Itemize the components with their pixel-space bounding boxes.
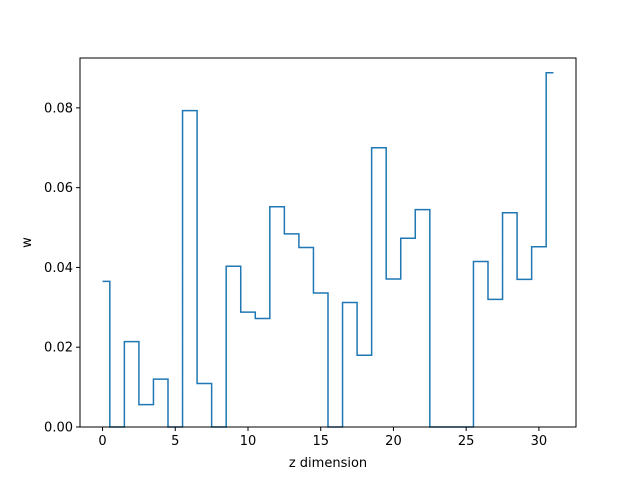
x-tick-label: 30 [531,434,548,449]
y-tick-label: 0.06 [44,181,73,196]
x-tick-label: 15 [312,434,329,449]
y-tick-label: 0.08 [44,101,73,116]
axes-frame [79,57,577,428]
y-tick-label: 0.02 [44,341,73,356]
x-tick-label: 25 [458,434,475,449]
x-tick-label: 10 [240,434,257,449]
x-axis: 0 5 10 15 20 25 30 [98,427,547,449]
plot-area [102,72,554,428]
x-tick-label: 20 [385,434,402,449]
y-tick-label: 0.00 [44,421,73,436]
x-axis-label: z dimension [289,456,367,471]
series-step-line [102,72,554,428]
y-tick-label: 0.04 [44,261,73,276]
x-tick-label: 0 [98,434,106,449]
y-axis-label: w [20,237,35,248]
y-axis: 0.00 0.02 0.04 0.06 0.08 [44,101,80,436]
x-tick-label: 5 [171,434,179,449]
